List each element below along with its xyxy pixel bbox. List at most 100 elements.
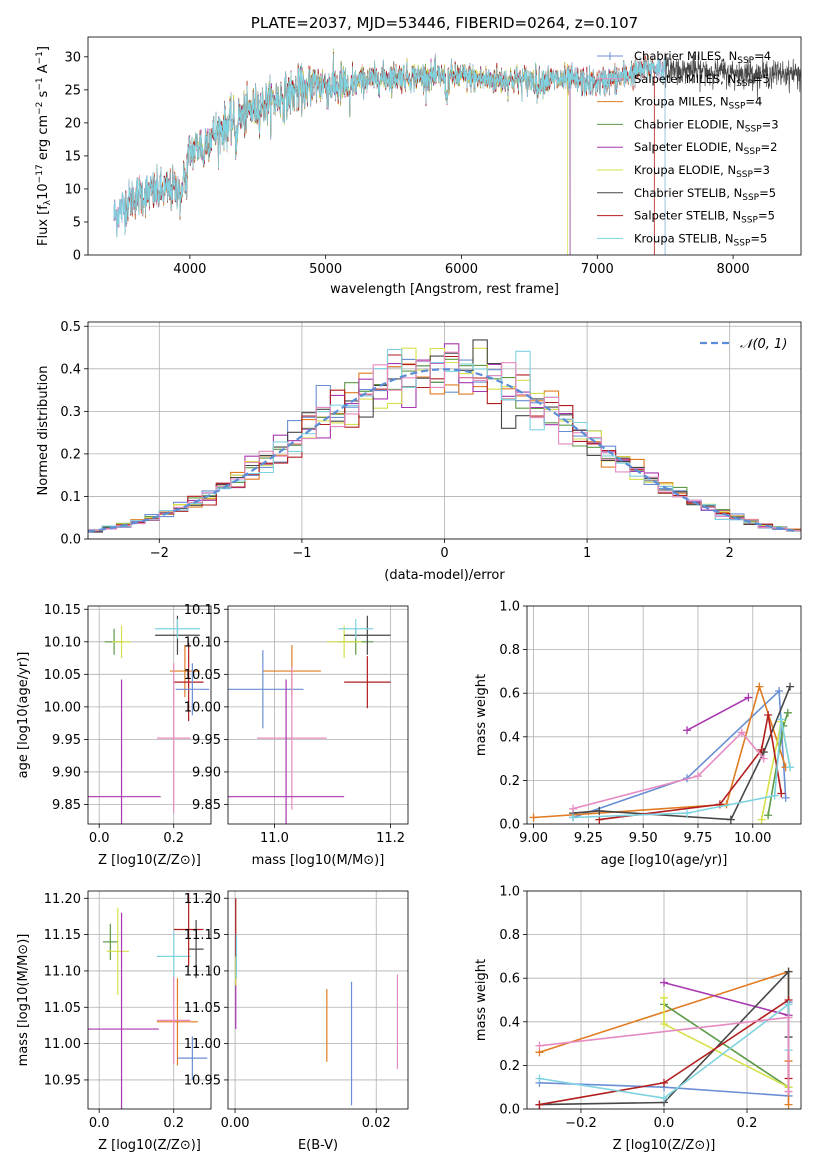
y-tick-label: 0.0 bbox=[499, 818, 520, 833]
weight-series-c2 bbox=[663, 1003, 789, 1088]
y-tick-label: 0.3 bbox=[60, 405, 81, 420]
plot-area bbox=[113, 48, 801, 255]
x-axis-label: Z [log10(Z/Z⊙)] bbox=[98, 1138, 201, 1153]
y-axis-label: age [log10(age/yr)] bbox=[16, 652, 31, 779]
weight-marker bbox=[784, 1013, 793, 1022]
y-tick-label: 11.00 bbox=[44, 1037, 81, 1052]
spectrum-series-c2 bbox=[178, 52, 571, 255]
weight-marker bbox=[784, 1087, 793, 1096]
y-tick-label: 11.15 bbox=[44, 928, 81, 943]
y-axis-label: Normed distribution bbox=[36, 366, 51, 496]
weight-series-c3 bbox=[663, 981, 789, 1017]
x-tick-label: −1 bbox=[292, 546, 311, 561]
axes-frame bbox=[227, 605, 409, 825]
axes-frame bbox=[227, 890, 409, 1110]
axes-age-vs-mass: 11.0 11.2 9.85 9.90 9.95 10.00 10.05 10.10 10.15… bbox=[184, 603, 409, 868]
x-tick-label: 9.75 bbox=[683, 831, 712, 846]
spectrum-series-c7 bbox=[113, 53, 666, 255]
y-tick-label: 9.90 bbox=[192, 765, 221, 780]
y-tick-label: 11.05 bbox=[44, 1001, 81, 1016]
x-tick-label: 9.00 bbox=[519, 831, 548, 846]
axis-decor: 0.00 0.02 10.95 11.00 11.05 11.10 11.15 11.20 E(… bbox=[184, 890, 409, 1153]
weight-marker bbox=[781, 793, 790, 802]
y-tick-label: 25 bbox=[64, 83, 81, 98]
y-tick-label: 11.05 bbox=[184, 1001, 221, 1016]
y-tick-label: 0.0 bbox=[60, 533, 81, 548]
y-tick-label: 10.95 bbox=[44, 1073, 81, 1088]
weight-marker bbox=[569, 813, 578, 822]
legend-label: Chabrier MILES, NSSP=4 bbox=[634, 49, 771, 66]
y-tick-label: 9.95 bbox=[52, 733, 81, 748]
x-tick-label: 0.0 bbox=[89, 831, 110, 846]
legend-label: Salpeter ELODIE, NSSP=2 bbox=[634, 140, 777, 157]
y-tick-label: 0.0 bbox=[499, 1103, 520, 1118]
weight-marker bbox=[660, 1019, 668, 1028]
x-axis-label: E(B-V) bbox=[298, 1138, 338, 1153]
x-tick-label: 5000 bbox=[309, 262, 342, 277]
axes-age-vs-Z: 0.0 0.2 9.85 9.90 9.95 10.00 10.05 10.10 10.15 Z … bbox=[16, 603, 212, 868]
x-tick-label: 0.2 bbox=[163, 1116, 184, 1131]
x-tick-label: 6000 bbox=[445, 262, 478, 277]
x-axis-label: Z [log10(Z/Z⊙)] bbox=[613, 1138, 716, 1153]
weight-marker bbox=[783, 708, 792, 717]
weight-marker bbox=[775, 687, 784, 696]
y-tick-label: 0.8 bbox=[499, 928, 520, 943]
x-tick-label: 0.00 bbox=[221, 1116, 250, 1131]
y-tick-label: 10 bbox=[64, 182, 81, 197]
x-tick-label: 0.0 bbox=[89, 1116, 110, 1131]
chart-title: PLATE=2037, MJD=53446, FIBERID=0264, z=0… bbox=[251, 14, 638, 32]
weight-marker bbox=[755, 682, 764, 691]
x-tick-label: 4000 bbox=[173, 262, 206, 277]
weight-marker bbox=[744, 693, 753, 702]
y-tick-label: 9.85 bbox=[52, 798, 81, 813]
legend-label: Kroupa STELIB, NSSP=5 bbox=[634, 231, 767, 248]
x-tick-label: 1 bbox=[583, 546, 591, 561]
x-tick-label: 0.2 bbox=[737, 1116, 758, 1131]
x-tick-label: 7000 bbox=[581, 262, 614, 277]
y-tick-label: 11.10 bbox=[44, 964, 81, 979]
x-tick-label: −2 bbox=[150, 546, 169, 561]
x-axis-label: (data-model)/error bbox=[384, 568, 505, 583]
axes-frame bbox=[87, 321, 802, 540]
y-tick-label: 11.15 bbox=[184, 928, 221, 943]
axes-residuals: −2 −1 0 1 2 0.0 0.1 0.2 0.3 0.4 0.5 𝒩(0, 1) (data-mo… bbox=[36, 320, 802, 583]
plot-area bbox=[535, 967, 793, 1109]
axis-decor: 0.0 0.2 9.85 9.90 9.95 10.00 10.05 10.10 10.15 Z … bbox=[16, 603, 212, 868]
y-tick-label: 20 bbox=[64, 116, 81, 131]
spectrum-series-c3 bbox=[178, 53, 571, 255]
axes-spectrum: 4000 5000 6000 7000 8000 0 5 10 15 20 25 30 waveleng… bbox=[35, 14, 802, 297]
axis-decor: 11.0 11.2 9.85 9.90 9.95 10.00 10.05 10.10 10.15… bbox=[184, 603, 409, 868]
weight-series-c0 bbox=[572, 689, 787, 819]
x-axis-label: age [log10(age/yr)] bbox=[601, 853, 728, 868]
y-tick-label: 0.2 bbox=[60, 447, 81, 462]
weight-marker bbox=[683, 726, 692, 735]
legend-label: 𝒩(0, 1) bbox=[740, 337, 787, 352]
y-axis-label: Flux [fλ10−17 erg cm−2 s−1 A−1] bbox=[35, 46, 53, 246]
plot-area bbox=[228, 615, 391, 824]
normal-curve bbox=[88, 368, 799, 533]
weight-marker bbox=[660, 978, 668, 987]
weight-marker bbox=[660, 993, 668, 1002]
x-tick-label: 9.50 bbox=[629, 831, 658, 846]
weight-marker bbox=[693, 772, 702, 781]
weight-marker bbox=[764, 711, 773, 719]
weight-marker bbox=[569, 804, 578, 813]
y-tick-label: 10.15 bbox=[44, 603, 81, 618]
y-tick-label: 10.15 bbox=[184, 603, 221, 618]
weight-marker bbox=[784, 1100, 793, 1109]
legend-label: Salpeter STELIB, NSSP=5 bbox=[634, 209, 775, 226]
x-axis-label: wavelength [Angstrom, rest frame] bbox=[330, 282, 559, 297]
weight-marker bbox=[737, 728, 746, 737]
y-tick-label: 10.00 bbox=[44, 700, 81, 715]
legend-label: Kroupa MILES, NSSP=4 bbox=[634, 95, 762, 112]
weight-marker bbox=[777, 789, 786, 798]
weight-series-c1 bbox=[533, 683, 787, 819]
axes-frame bbox=[87, 605, 212, 825]
y-axis-label: mass weight bbox=[474, 674, 489, 756]
weight-marker bbox=[784, 967, 793, 976]
x-axis-label: Z [log10(Z/Z⊙)] bbox=[98, 853, 201, 868]
grid bbox=[527, 605, 801, 825]
weight-marker bbox=[660, 1094, 668, 1103]
weight-marker bbox=[535, 1041, 544, 1050]
